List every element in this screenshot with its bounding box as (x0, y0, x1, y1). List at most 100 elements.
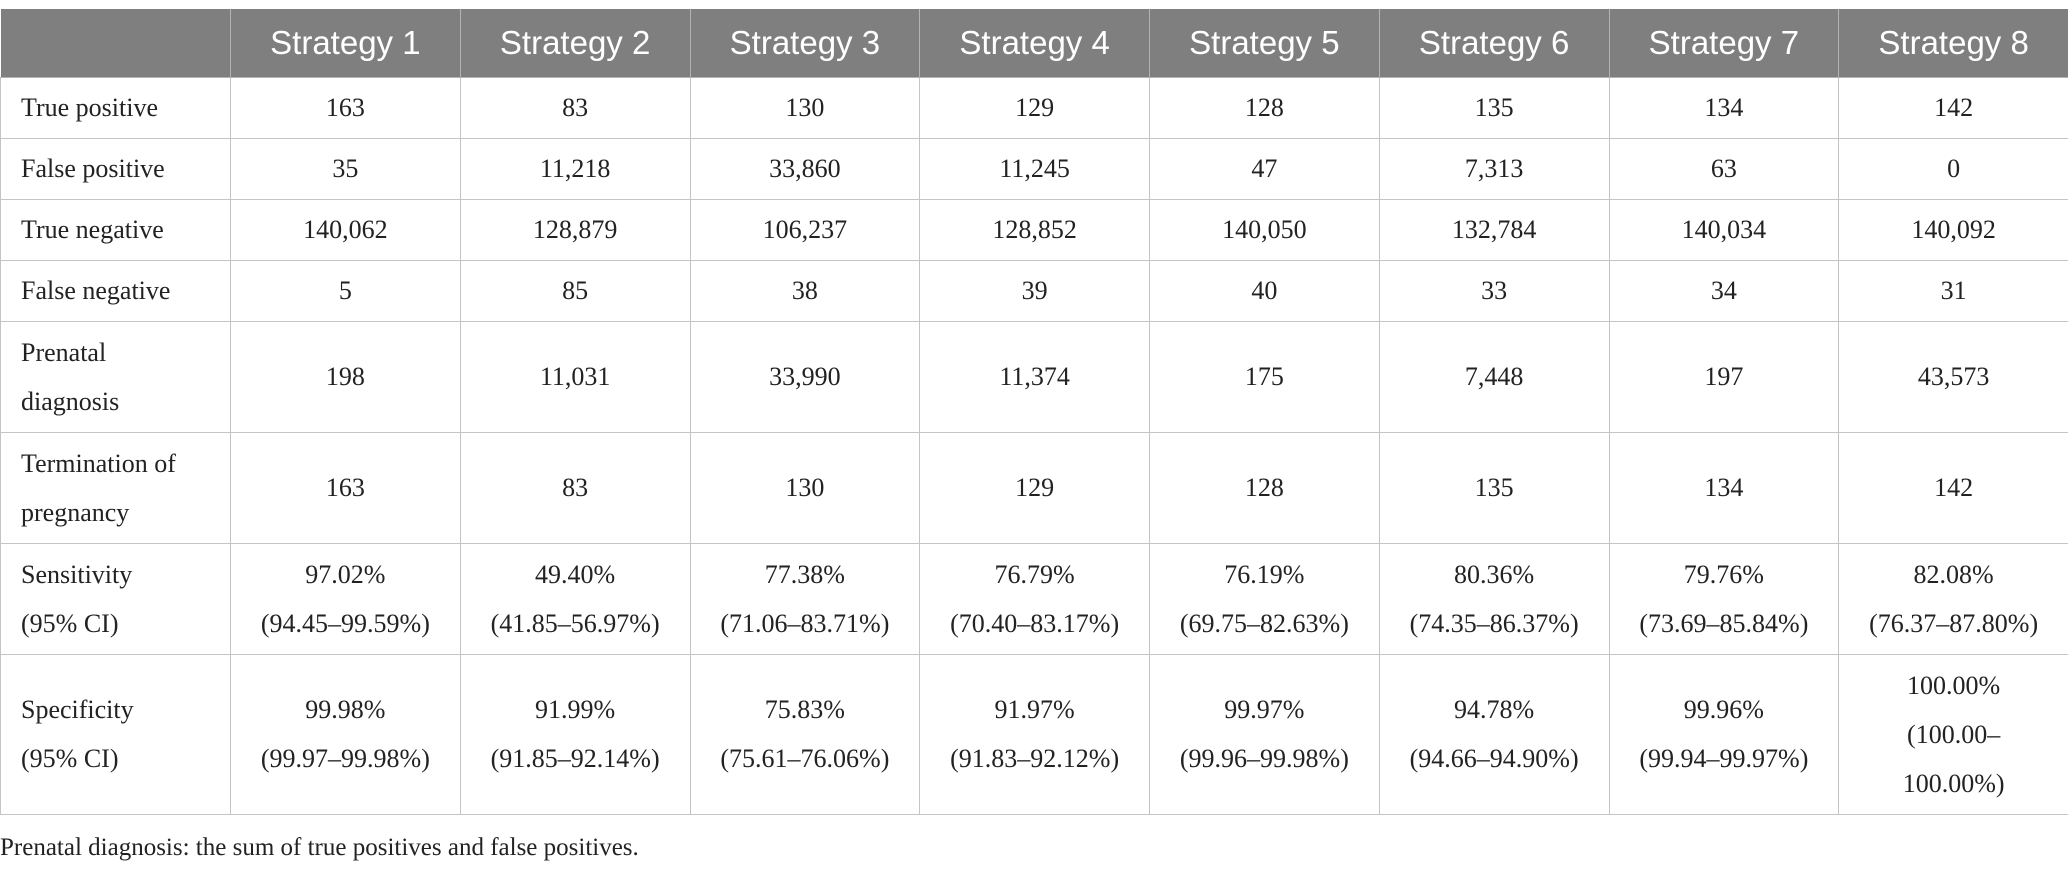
table-cell-strategy-8: 140,092 (1838, 198, 2068, 261)
cell-value-line: 85 (562, 276, 589, 305)
cell-value-line: (73.69–85.84%) (1639, 608, 1809, 638)
cell-value-line: 128,852 (992, 215, 1077, 244)
column-header-strategy-1: Strategy 1 (230, 9, 461, 78)
table-cell-strategy-2: 91.99% (91.85–92.14%) (459, 653, 691, 815)
cell-value-line: 76.19% (1224, 559, 1305, 589)
table-cell-strategy-4: 76.79% (70.40–83.17%) (919, 542, 1150, 655)
cell-value-line: (99.94–99.97%) (1639, 744, 1809, 773)
table-cell-strategy-7: 197 (1608, 320, 1840, 433)
table-cell-strategy-7: 79.76% (73.69–85.84%) (1608, 542, 1840, 655)
column-header-strategy-5: Strategy 5 (1149, 9, 1380, 78)
table-cell-strategy-4: 129 (919, 76, 1150, 139)
cell-value-line: 135 (1474, 93, 1514, 122)
cell-value-line: (41.85–56.97%) (490, 608, 660, 638)
cell-value-line: 43,573 (1917, 362, 1990, 391)
table-cell-strategy-3: 77.38% (71.06–83.71%) (689, 542, 921, 655)
cell-value-line: (91.83–92.12%) (950, 744, 1120, 773)
table-cell-strategy-8: 82.08% (76.37–87.80%) (1838, 542, 2068, 655)
table-cell-strategy-2: 83 (459, 431, 691, 544)
table-cell-strategy-5: 40 (1149, 259, 1380, 322)
row-label-line: Sensitivity (21, 559, 133, 589)
cell-value-line: 142 (1934, 93, 1974, 122)
cell-value-line: (94.66–94.90%) (1409, 744, 1579, 773)
cell-value-line: 76.79% (994, 559, 1075, 589)
table-row: Prenatal diagnosis 198 11,031 33,990 11,374 17… (0, 320, 2068, 433)
cell-value-line: 134 (1704, 473, 1744, 502)
cell-value-line: 163 (325, 93, 365, 122)
cell-value-line: 140,050 (1222, 215, 1307, 244)
cell-value-line: (91.85–92.14%) (490, 744, 660, 773)
table-row: False positive 35 11,218 33,860 11,245 47 7,31… (0, 137, 2068, 200)
table-row: True positive 163 83 130 129 128 135 134 142 (0, 76, 2068, 139)
column-header-corner (0, 9, 231, 78)
table-cell-strategy-4: 91.97% (91.83–92.12%) (919, 653, 1150, 815)
row-label-line: (95% CI) (21, 744, 119, 773)
table-cell-strategy-5: 175 (1149, 320, 1380, 433)
cell-value-line: 128 (1244, 473, 1284, 502)
results-table-container: Strategy 1 Strategy 2 Strategy 3 Strateg… (0, 9, 2068, 815)
table-cell-strategy-7: 134 (1608, 431, 1840, 544)
cell-value-line: (99.96–99.98%) (1179, 744, 1349, 773)
table-cell-strategy-7: 99.96% (99.94–99.97%) (1608, 653, 1840, 815)
column-header-strategy-2: Strategy 2 (459, 9, 691, 78)
cell-value-line: 82.08% (1913, 559, 1994, 589)
cell-value-line: 99.96% (1683, 695, 1764, 724)
table-cell-strategy-3: 38 (689, 259, 921, 322)
cell-value-line: 49.40% (535, 559, 616, 589)
table-header-row: Strategy 1 Strategy 2 Strategy 3 Strateg… (0, 9, 2068, 78)
cell-value-line: 129 (1015, 93, 1055, 122)
table-cell-strategy-6: 132,784 (1378, 198, 1610, 261)
cell-value-line: (69.75–82.63%) (1179, 608, 1349, 638)
cell-value-line: 80.36% (1454, 559, 1535, 589)
cell-value-line: 140,062 (303, 215, 388, 244)
column-header-strategy-6: Strategy 6 (1378, 9, 1610, 78)
row-label: False negative (0, 259, 231, 322)
table-row: True negative 140,062 128,879 106,237 128,85… (0, 198, 2068, 261)
row-label-line: pregnancy (21, 497, 130, 527)
column-header-strategy-3: Strategy 3 (689, 9, 921, 78)
row-label: False positive (0, 137, 231, 200)
cell-value-line: (76.37–87.80%) (1869, 608, 2039, 638)
table-body: True positive 163 83 130 129 128 135 134 142 Fals… (0, 76, 2068, 815)
table-cell-strategy-6: 33 (1378, 259, 1610, 322)
cell-value-line: 99.97% (1224, 695, 1305, 724)
cell-value-line: 128 (1244, 93, 1284, 122)
row-label-line: True negative (21, 215, 164, 244)
cell-value-line: 35 (332, 154, 359, 183)
cell-value-line: 11,031 (539, 362, 611, 391)
cell-value-line: 7,448 (1464, 362, 1524, 391)
table-cell-strategy-2: 128,879 (459, 198, 691, 261)
table-cell-strategy-6: 80.36% (74.35–86.37%) (1378, 542, 1610, 655)
table-cell-strategy-6: 7,313 (1378, 137, 1610, 200)
table-cell-strategy-3: 130 (689, 431, 921, 544)
table-cell-strategy-3: 33,860 (689, 137, 921, 200)
row-label-line: Prenatal (21, 337, 107, 367)
cell-value-line: 100.00% (1907, 670, 2001, 700)
cell-value-line: 75.83% (764, 695, 845, 724)
column-header-strategy-8: Strategy 8 (1838, 9, 2068, 78)
row-label-line: (95% CI) (21, 608, 119, 638)
cell-value-line: 39 (1021, 276, 1048, 305)
table-row: Sensitivity (95% CI) 97.02% (94.45–99.59%) 4… (0, 542, 2068, 655)
cell-value-line: (100.00– (1907, 719, 2001, 749)
row-label-line: Termination of (21, 448, 176, 478)
cell-value-line: 11,374 (999, 362, 1070, 391)
row-label: Sensitivity (95% CI) (0, 542, 231, 655)
table-cell-strategy-1: 140,062 (230, 198, 461, 261)
table-cell-strategy-3: 106,237 (689, 198, 921, 261)
row-label: True positive (0, 76, 231, 139)
row-label-line: True positive (21, 93, 158, 122)
cell-value-line: (74.35–86.37%) (1409, 608, 1579, 638)
cell-value-line: 31 (1940, 276, 1967, 305)
cell-value-line: 5 (338, 276, 352, 305)
table-cell-strategy-4: 39 (919, 259, 1150, 322)
cell-value-line: 140,092 (1911, 215, 1996, 244)
cell-value-line: 0 (1947, 154, 1961, 183)
cell-value-line: 128,879 (532, 215, 618, 244)
cell-value-line: 33 (1481, 276, 1508, 305)
cell-value-line: 175 (1244, 362, 1284, 391)
cell-value-line: 130 (785, 473, 825, 502)
row-label: Prenatal diagnosis (0, 320, 231, 433)
table-cell-strategy-8: 31 (1838, 259, 2068, 322)
cell-value-line: 97.02% (305, 559, 386, 589)
